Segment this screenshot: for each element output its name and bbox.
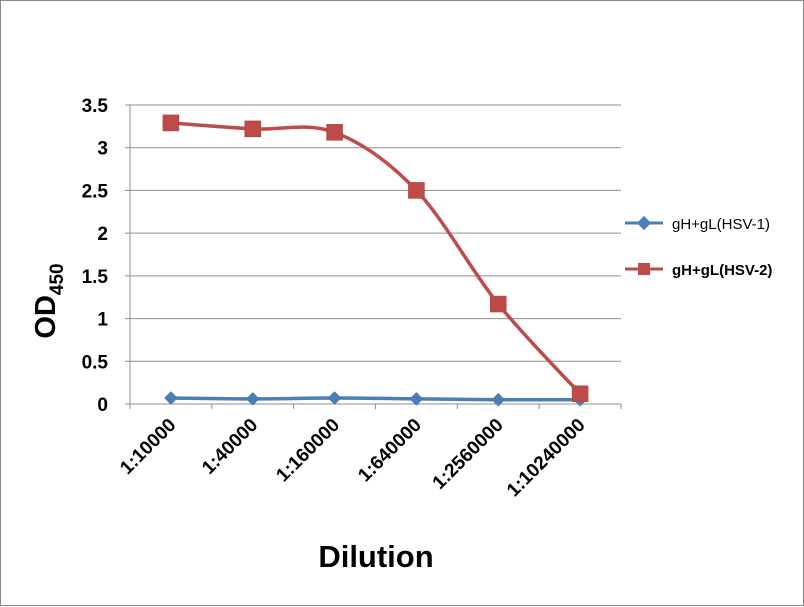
y-axis-title-subscript: 450 (47, 263, 68, 295)
series-0-point-0 (164, 391, 178, 405)
y-tick-labels: 0 0.5 1 1.5 2 2.5 3 3.5 (82, 96, 109, 416)
y-tick-label-4: 2 (97, 224, 108, 245)
series-1-point-2 (326, 124, 343, 141)
x-tick-label-2: 1:160000 (272, 415, 344, 487)
series-0-point-4 (491, 392, 506, 407)
x-tick-label-1: 1:40000 (198, 415, 262, 479)
gridlines (130, 104, 621, 362)
x-tick-labels: 1:10000 1:40000 1:160000 1:640000 1:25600001… (116, 415, 589, 502)
legend-label-hsv2: gH+gL(HSV-2) (672, 262, 772, 279)
series-0-point-2 (327, 391, 342, 405)
legend-marker-hsv1 (636, 215, 652, 231)
legend: gH+gL(HSV-1) gH+gL(HSV-2) (625, 215, 772, 279)
y-tick-label-5: 2.5 (82, 181, 109, 202)
series-1-point-3 (408, 182, 425, 199)
y-tick-label-7: 3.5 (82, 96, 109, 117)
series-1-point-4 (490, 295, 507, 313)
y-axis-title-main: OD (30, 295, 62, 339)
y-tick-label-0: 0 (97, 395, 108, 416)
series-1-point-5 (571, 385, 589, 402)
x-axis-title: Dilution (318, 539, 433, 574)
y-tick-label-6: 3 (97, 139, 108, 160)
series-1-point-1 (244, 120, 261, 138)
y-tick-label-2: 1 (97, 310, 108, 331)
series-line-1 (170, 121, 582, 395)
series-1-point-0 (162, 114, 180, 132)
legend-marker-hsv2 (638, 263, 650, 275)
series (162, 114, 589, 407)
y-axis-title: OD450 (30, 263, 68, 338)
x-tick-label-5: 1:10240000 (503, 415, 590, 502)
x-tick-label-3: 1:640000 (354, 415, 426, 487)
legend-item-hsv2: gH+gL(HSV-2) (625, 262, 772, 279)
x-tick-label-4: 1:2560000 (429, 415, 508, 494)
y-tick-label-1: 0.5 (82, 352, 109, 373)
legend-label-hsv1: gH+gL(HSV-1) (672, 216, 770, 233)
y-tick-label-3: 1.5 (82, 267, 109, 288)
series-0-point-1 (245, 392, 260, 406)
axes (125, 104, 622, 409)
x-tick-label-0: 1:10000 (116, 415, 180, 479)
series-line-0 (170, 396, 581, 402)
series-0-point-3 (409, 392, 424, 406)
legend-item-hsv1: gH+gL(HSV-1) (625, 215, 770, 233)
